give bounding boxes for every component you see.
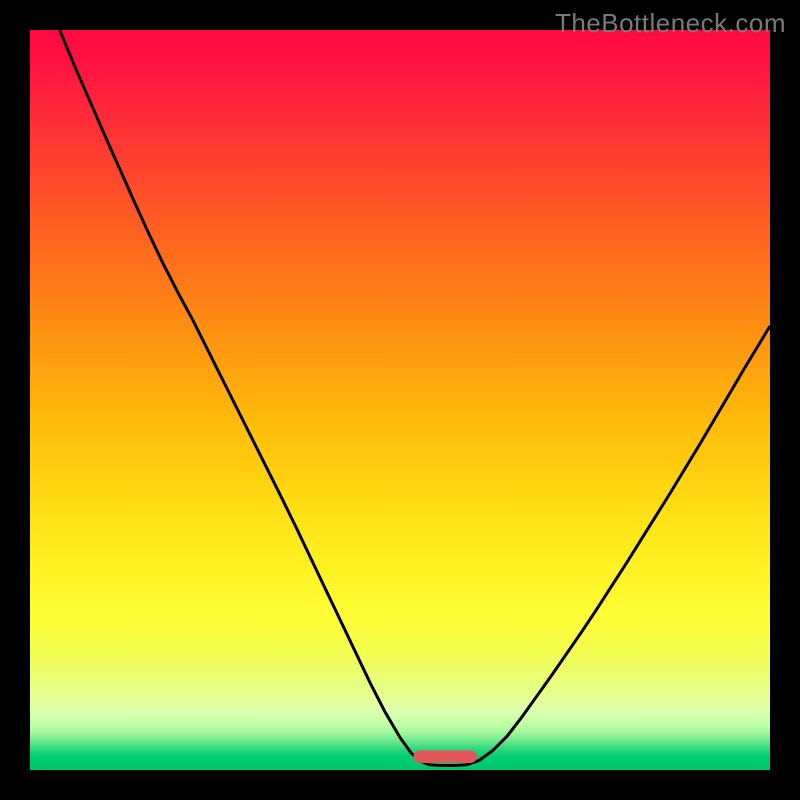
plot-gradient — [30, 30, 770, 770]
bottleneck-chart-svg — [0, 0, 800, 800]
watermark-text: TheBottleneck.com — [555, 8, 786, 39]
optimum-marker — [413, 750, 477, 763]
bottleneck-chart-frame: TheBottleneck.com — [0, 0, 800, 800]
